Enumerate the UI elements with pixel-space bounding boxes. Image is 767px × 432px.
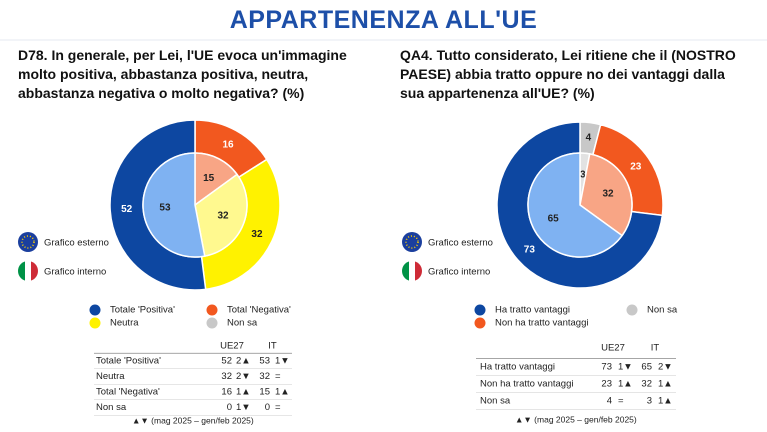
data-label: 23 xyxy=(630,162,642,173)
cell-value: 0 xyxy=(227,402,232,413)
legend-swatch xyxy=(206,304,218,316)
row-label: Total 'Negativa' xyxy=(96,387,160,398)
legend-swatch xyxy=(626,304,638,316)
legend-label: Non sa xyxy=(227,318,258,329)
cell-value: 3 xyxy=(647,396,652,407)
legend-label: Total 'Negativa' xyxy=(227,305,291,316)
data-label: 73 xyxy=(524,244,536,255)
cell-change: 1▲ xyxy=(618,379,633,390)
cell-value: 73 xyxy=(601,362,612,373)
page-title: APPARTENENZA ALL'UE xyxy=(229,6,538,34)
data-label: 16 xyxy=(222,140,234,151)
inner-slice xyxy=(142,152,206,258)
data-label: 65 xyxy=(548,213,560,224)
legend-label: Totale 'Positiva' xyxy=(110,305,175,316)
table-header: IT xyxy=(651,343,660,354)
series-name: Grafico esterno xyxy=(428,238,493,249)
row-label: Neutra xyxy=(96,371,125,382)
cell-change: 1▲ xyxy=(275,387,290,398)
row-label: Totale 'Positiva' xyxy=(96,356,161,367)
cell-value: 32 xyxy=(221,371,232,382)
cell-change: 1▲ xyxy=(658,379,673,390)
cell-change: = xyxy=(275,402,281,413)
cell-value: 65 xyxy=(641,362,652,373)
cell-change: 1▲ xyxy=(658,396,673,407)
legend-swatch xyxy=(474,304,486,316)
table-header: UE27 xyxy=(220,341,244,352)
row-label: Non sa xyxy=(480,396,511,407)
cell-change: = xyxy=(618,396,624,407)
cell-value: 15 xyxy=(259,387,270,398)
data-label: 4 xyxy=(586,133,592,144)
cell-change: 2▲ xyxy=(236,356,251,367)
data-label: 32 xyxy=(602,189,614,200)
legend-label: Non sa xyxy=(647,305,678,316)
legend-swatch xyxy=(206,317,218,329)
cell-value: 23 xyxy=(601,379,612,390)
legend-swatch xyxy=(89,317,101,329)
cell-value: 32 xyxy=(259,371,270,382)
legend-label: Non ha tratto vantaggi xyxy=(495,318,588,329)
data-label: 32 xyxy=(251,229,263,240)
cell-value: 53 xyxy=(259,356,270,367)
table-header: IT xyxy=(268,341,277,352)
cell-value: 16 xyxy=(221,387,232,398)
question: D78. In generale, per Lei, l'UE evoca un… xyxy=(18,47,347,101)
cell-value: 52 xyxy=(221,356,232,367)
inner-slice xyxy=(579,153,633,237)
legend-swatch xyxy=(89,304,101,316)
cell-value: 0 xyxy=(265,402,270,413)
inner-slice xyxy=(194,173,248,257)
cell-value: 32 xyxy=(641,379,652,390)
row-label: Ha tratto vantaggi xyxy=(480,362,555,373)
data-label: 53 xyxy=(159,202,171,213)
table-note: ▲▼ (mag 2025 – gen/feb 2025) xyxy=(132,415,254,425)
eu-flag-icon xyxy=(18,232,422,252)
cell-change: 2▼ xyxy=(236,371,251,382)
cell-value: 4 xyxy=(607,396,612,407)
data-label: 32 xyxy=(217,211,229,222)
question: QA4. Tutto considerato, Lei ritiene che … xyxy=(400,47,736,101)
cell-change: = xyxy=(275,371,281,382)
data-label: 3 xyxy=(580,170,586,181)
series-name: Grafico esterno xyxy=(44,238,109,249)
it-flag-icon xyxy=(18,261,422,281)
series-name: Grafico interno xyxy=(44,267,106,278)
legend-label: Neutra xyxy=(110,318,139,329)
series-name: Grafico interno xyxy=(428,267,490,278)
legend-label: Ha tratto vantaggi xyxy=(495,305,570,316)
data-label: 15 xyxy=(203,173,215,184)
table-header: UE27 xyxy=(601,343,625,354)
table-note: ▲▼ (mag 2025 – gen/feb 2025) xyxy=(515,414,637,424)
cell-change: 1▼ xyxy=(236,402,251,413)
cell-change: 1▲ xyxy=(236,387,251,398)
inner-slice xyxy=(194,152,239,207)
row-label: Non ha tratto vantaggi xyxy=(480,379,573,390)
cell-change: 2▼ xyxy=(658,362,673,373)
legend-swatch xyxy=(474,317,486,329)
cell-change: 1▼ xyxy=(275,356,290,367)
row-label: Non sa xyxy=(96,402,127,413)
inner-slice xyxy=(527,152,624,258)
cell-change: 1▼ xyxy=(618,362,633,373)
data-label: 52 xyxy=(121,204,133,215)
